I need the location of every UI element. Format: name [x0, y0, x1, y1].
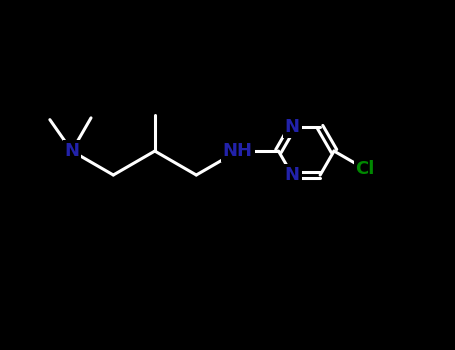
Text: N: N [285, 166, 300, 184]
Text: Cl: Cl [355, 160, 375, 178]
Text: NH: NH [223, 142, 253, 160]
Text: N: N [64, 142, 79, 160]
Text: N: N [285, 118, 300, 136]
